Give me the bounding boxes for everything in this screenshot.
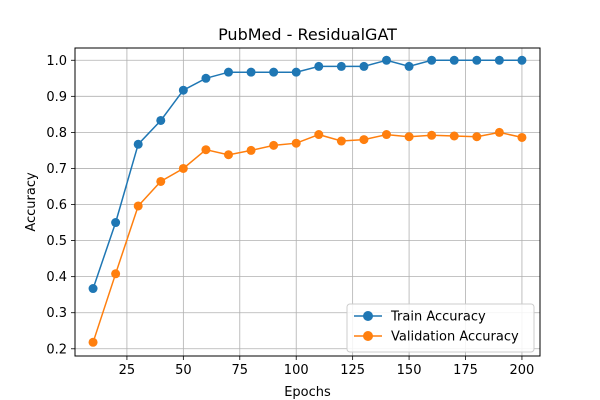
data-point-validation bbox=[246, 145, 256, 155]
y-tick-label: 0.3 bbox=[46, 306, 67, 321]
data-point-validation bbox=[449, 131, 459, 141]
y-tick-label: 0.7 bbox=[46, 162, 67, 177]
x-tick-label: 150 bbox=[397, 363, 422, 378]
y-tick-label: 0.9 bbox=[46, 90, 67, 105]
x-tick-label: 125 bbox=[340, 363, 365, 378]
data-point-validation bbox=[359, 135, 369, 145]
data-point-validation bbox=[111, 269, 121, 279]
y-tick-label: 0.5 bbox=[46, 234, 67, 249]
data-point-validation bbox=[178, 163, 188, 173]
data-point-validation bbox=[156, 176, 166, 186]
legend-label-validation: Validation Accuracy bbox=[391, 330, 519, 345]
data-point-train bbox=[427, 55, 437, 65]
data-point-train bbox=[359, 61, 369, 71]
plot-frame bbox=[74, 47, 541, 357]
legend: Train Accuracy Validation Accuracy bbox=[346, 303, 535, 353]
data-point-train bbox=[223, 67, 233, 77]
data-point-validation bbox=[382, 130, 392, 140]
data-point-train bbox=[382, 55, 392, 65]
data-point-train bbox=[314, 61, 324, 71]
data-point-validation bbox=[517, 132, 527, 142]
data-point-validation bbox=[314, 130, 324, 140]
y-tick-label: 0.2 bbox=[46, 342, 67, 357]
x-axis-label: Epochs bbox=[284, 385, 331, 400]
data-point-validation bbox=[133, 201, 143, 211]
data-point-train bbox=[156, 115, 166, 125]
data-point-validation bbox=[291, 138, 301, 148]
data-point-validation bbox=[404, 132, 414, 142]
legend-box bbox=[346, 303, 535, 353]
data-point-validation bbox=[223, 150, 233, 160]
data-point-train bbox=[404, 61, 414, 71]
x-tick-label: 50 bbox=[175, 363, 192, 378]
x-tick-label: 75 bbox=[232, 363, 249, 378]
data-point-train bbox=[291, 67, 301, 77]
data-point-train bbox=[178, 85, 188, 95]
y-tick-label: 1.0 bbox=[46, 54, 67, 69]
data-point-validation bbox=[201, 145, 211, 155]
data-point-train bbox=[494, 55, 504, 65]
data-point-train bbox=[246, 67, 256, 77]
legend-marker-train bbox=[363, 311, 373, 321]
x-tick-label: 175 bbox=[453, 363, 478, 378]
data-point-validation bbox=[88, 337, 98, 347]
chart-title: PubMed - ResidualGAT bbox=[218, 25, 397, 44]
axis-ticks: 25 50 75 100 125 150 175 200 0.2 0.3 0.4 0.5 0.6 0.7 0… bbox=[46, 54, 534, 378]
series-layer bbox=[88, 55, 527, 347]
data-point-validation bbox=[427, 130, 437, 140]
data-point-train bbox=[88, 284, 98, 294]
data-point-train bbox=[201, 73, 211, 83]
x-tick-label: 200 bbox=[510, 363, 535, 378]
data-point-train bbox=[133, 139, 143, 149]
data-point-train bbox=[517, 55, 527, 65]
y-tick-label: 0.4 bbox=[46, 270, 67, 285]
data-point-train bbox=[111, 218, 121, 228]
data-point-train bbox=[269, 67, 279, 77]
data-point-validation bbox=[336, 136, 346, 146]
data-point-train bbox=[449, 55, 459, 65]
legend-marker-validation bbox=[363, 331, 373, 341]
data-point-train bbox=[336, 61, 346, 71]
data-point-train bbox=[472, 55, 482, 65]
x-tick-label: 25 bbox=[119, 363, 136, 378]
legend-label-train: Train Accuracy bbox=[390, 310, 486, 325]
y-tick-label: 0.6 bbox=[46, 198, 67, 213]
y-tick-label: 0.8 bbox=[46, 126, 67, 141]
data-point-validation bbox=[494, 127, 504, 137]
data-point-validation bbox=[472, 132, 482, 142]
data-point-validation bbox=[269, 140, 279, 150]
y-axis-label: Accuracy bbox=[24, 172, 39, 232]
x-tick-label: 100 bbox=[284, 363, 309, 378]
